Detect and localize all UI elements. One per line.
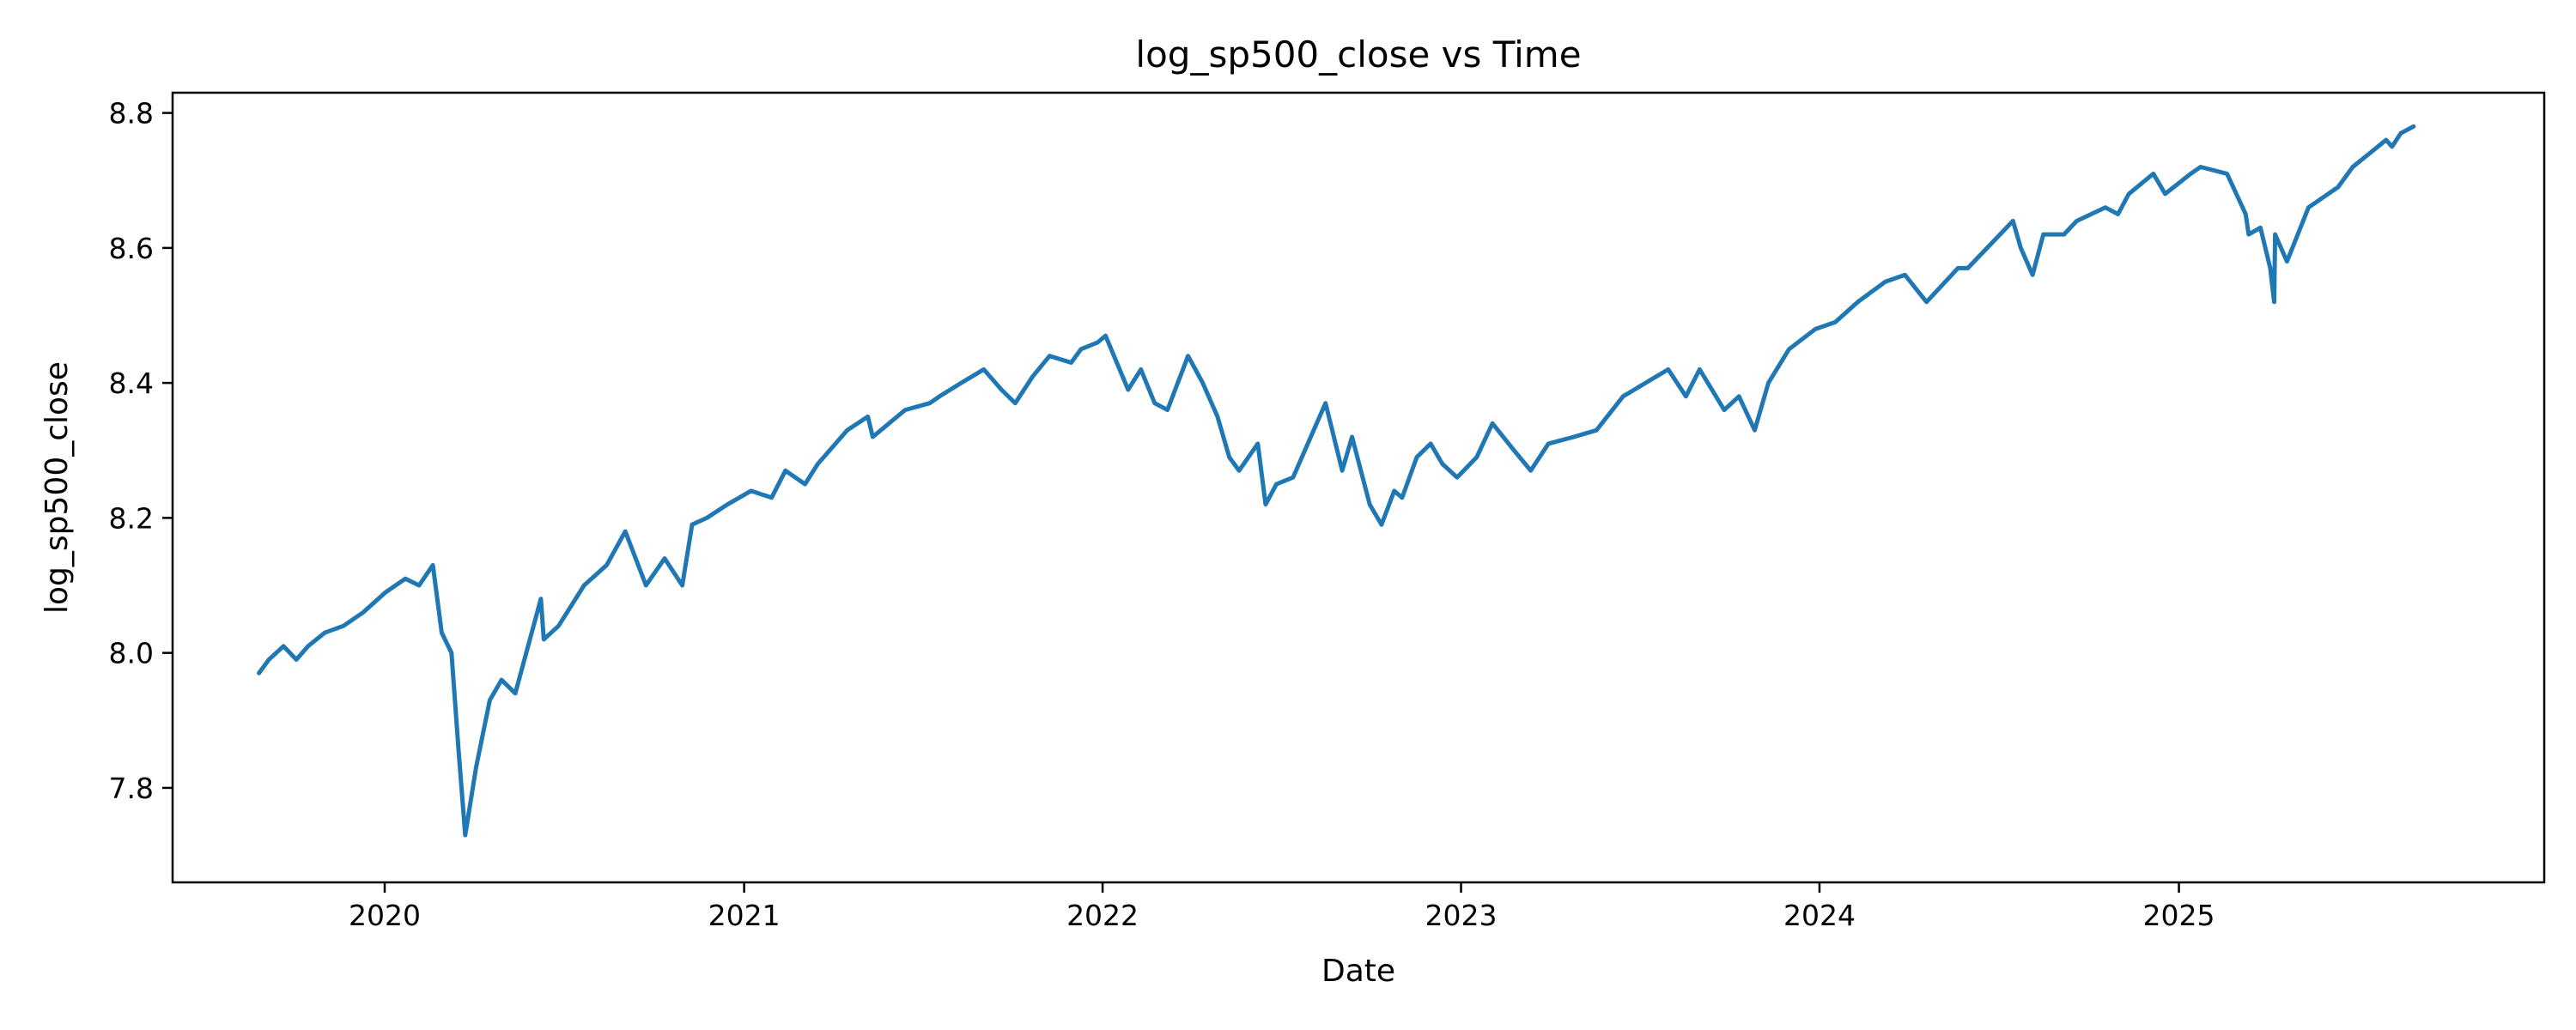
x-tick-label: 2022	[1066, 899, 1139, 932]
x-tick-label: 2020	[349, 899, 421, 932]
x-axis: 2020 2021 2022 2023 2024 2025	[349, 882, 2215, 932]
plot-area	[171, 91, 2546, 884]
plot-frame	[171, 91, 2546, 884]
y-tick-label: 8.4	[109, 367, 154, 400]
y-tick-label: 8.2	[109, 501, 154, 535]
x-tick-label: 2025	[2143, 899, 2215, 932]
y-axis: 7.8 8.0 8.2 8.4 8.6 8.8	[109, 97, 173, 805]
y-tick-label: 8.8	[109, 97, 154, 130]
series-line	[257, 124, 2416, 838]
x-tick-label: 2023	[1425, 899, 1498, 932]
x-tick-label: 2021	[708, 899, 781, 932]
y-tick-label: 8.6	[109, 232, 154, 265]
y-tick-label: 7.8	[109, 772, 154, 805]
x-axis-label: Date	[1321, 954, 1395, 989]
x-tick-label: 2024	[1783, 899, 1856, 932]
y-axis-label: log_sp500_close	[39, 361, 75, 614]
chart-title: log_sp500_close vs Time	[1135, 33, 1581, 76]
y-tick-label: 8.0	[109, 637, 154, 670]
